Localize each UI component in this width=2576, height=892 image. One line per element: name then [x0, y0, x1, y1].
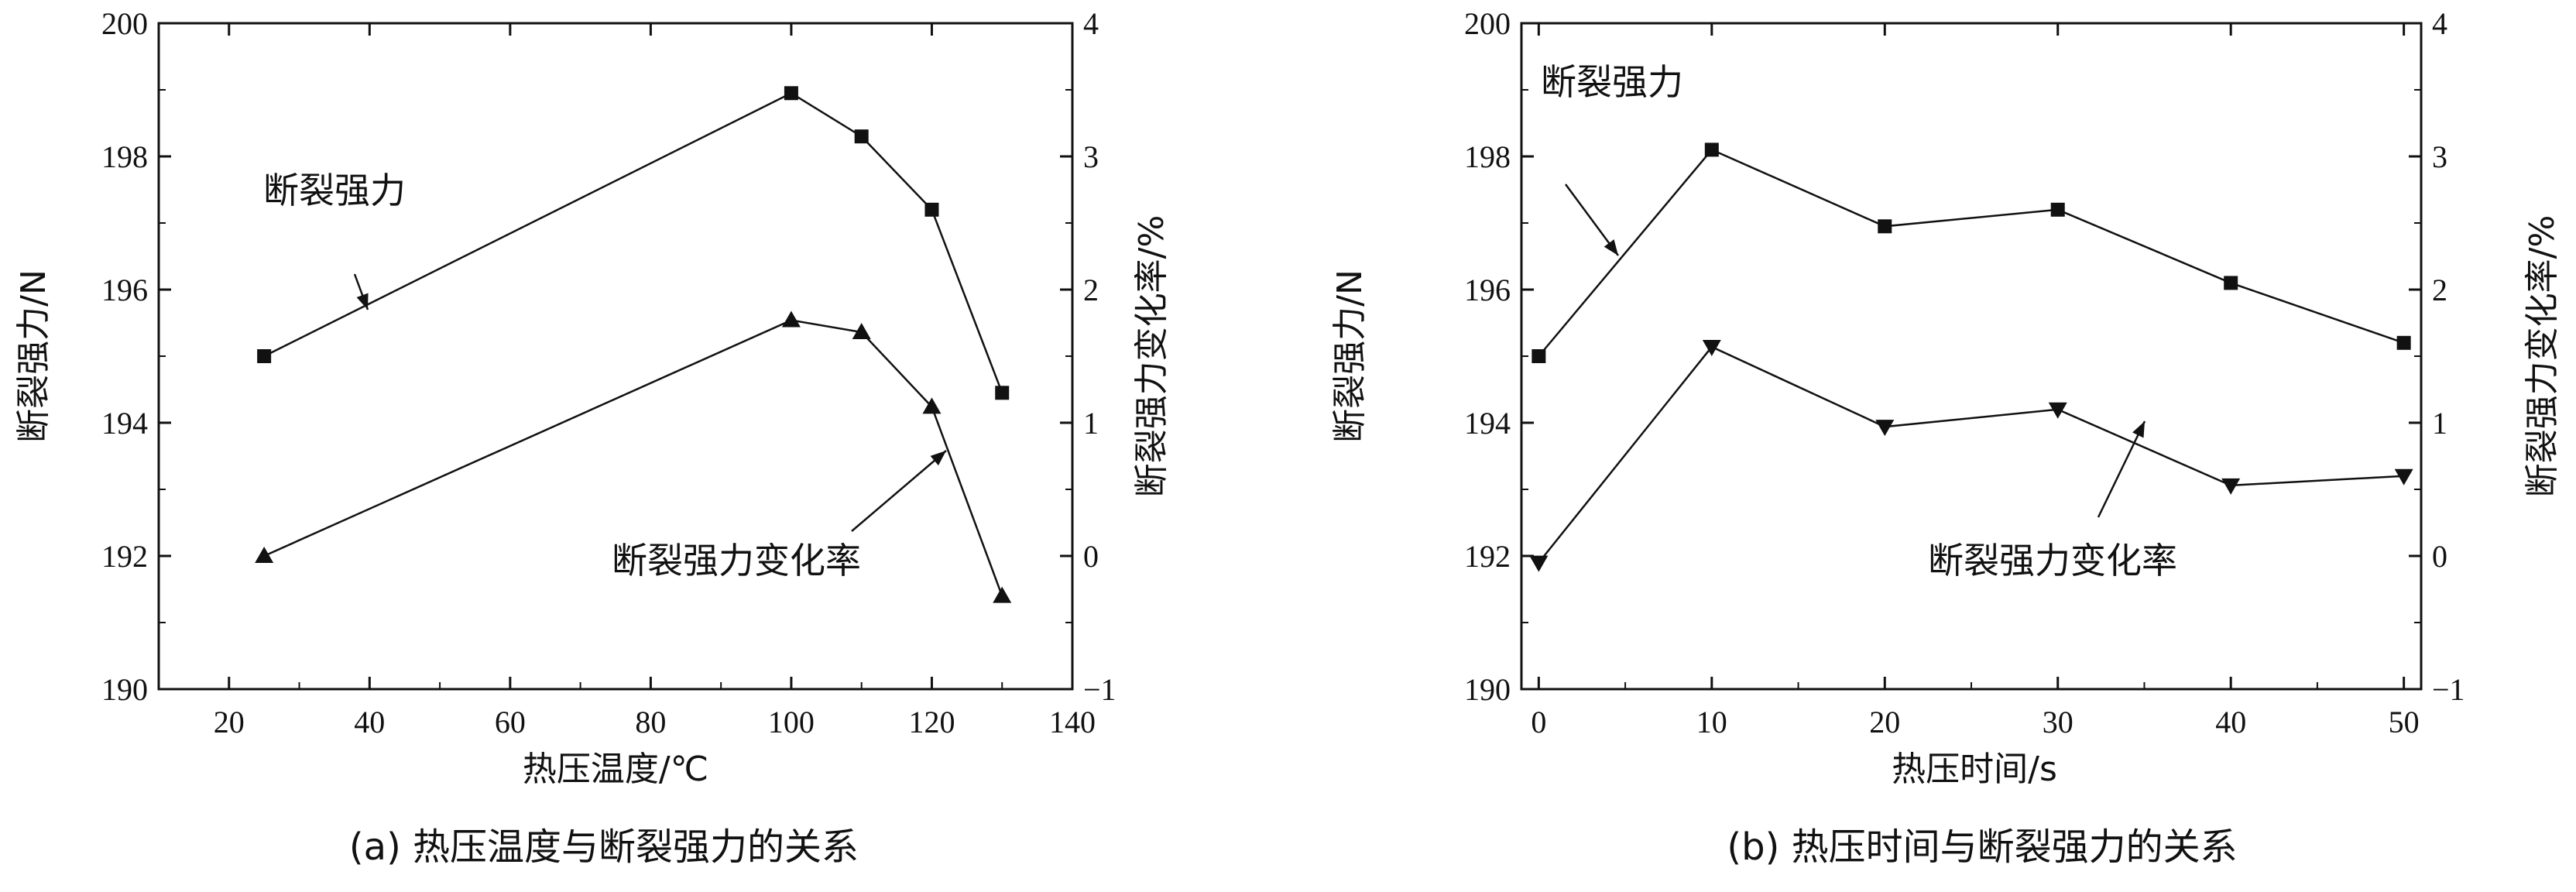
- y2-tick-label: 2: [1083, 273, 1099, 307]
- data-point-square: [2396, 335, 2411, 350]
- y-axis-left: 190 192 194 196 198 200: [101, 6, 171, 707]
- x-tick-label: 20: [1869, 705, 1900, 739]
- data-point-square: [257, 349, 272, 363]
- y-tick-label: 190: [101, 672, 148, 707]
- data-point-triangle-down: [2394, 468, 2413, 485]
- y2-tick-label: −1: [2432, 672, 2465, 707]
- data-point-square: [995, 386, 1010, 400]
- data-point-square: [924, 202, 939, 217]
- x-axis: 0 10 20 30 40 50: [1531, 23, 2420, 739]
- annotation-arrow: [851, 450, 947, 532]
- data-point-triangle: [993, 586, 1012, 603]
- y2-axis-label: 断裂强力变化率/%: [1132, 215, 1171, 498]
- data-point-triangle-down: [1529, 555, 1549, 572]
- y-axis-right: −1 0 1 2 3 4: [1060, 6, 1116, 707]
- x-axis: 20 40 60 80 100 120 140: [158, 23, 1096, 739]
- x-tick-label: 40: [354, 705, 385, 739]
- y-axis-label: 断裂强力/N: [1330, 269, 1370, 443]
- x-tick-label: 60: [495, 705, 526, 739]
- y2-tick-label: 2: [2432, 273, 2447, 307]
- y2-tick-label: 3: [2432, 139, 2447, 174]
- series-strength-change-rate: [1529, 339, 2413, 572]
- y-tick-label: 198: [101, 139, 148, 174]
- data-point-triangle: [781, 310, 801, 328]
- x-tick-label: 80: [635, 705, 666, 739]
- y-tick-label: 196: [101, 273, 148, 307]
- x-axis-label: 热压时间/s: [1892, 750, 2057, 789]
- annotation-arrowhead: [1604, 239, 1618, 256]
- y-axis-left: 190 192 194 196 198 200: [1464, 6, 1534, 707]
- data-point-square: [1878, 219, 1892, 234]
- y-tick-label: 200: [101, 6, 148, 41]
- y-tick-label: 200: [1464, 6, 1511, 41]
- data-point-triangle: [255, 547, 274, 563]
- x-tick-label: 0: [1531, 705, 1546, 739]
- y-tick-label: 196: [1464, 273, 1511, 307]
- y2-tick-label: 0: [1083, 539, 1099, 574]
- x-tick-label: 10: [1696, 705, 1727, 739]
- series-line: [1538, 345, 2404, 564]
- annotation-arrowhead: [930, 451, 946, 466]
- y2-tick-label: 0: [2432, 539, 2447, 574]
- figure-caption: (b) 热压时间与断裂强力的关系: [1727, 825, 2237, 869]
- series-strength-change-rate: [255, 310, 1012, 603]
- chart-panel-a: 20 40 60 80 100 120 140 190 192 194 196 198 200 −1 0 1 2…: [14, 6, 1171, 869]
- data-point-triangle: [852, 323, 871, 340]
- y2-tick-label: −1: [1083, 672, 1116, 707]
- data-point-triangle-down: [1702, 339, 1721, 356]
- series-breaking-strength: [1532, 142, 2411, 363]
- series-annotation: 断裂强力: [263, 170, 406, 211]
- x-axis-label: 热压温度/℃: [523, 750, 708, 789]
- x-tick-label: 50: [2389, 705, 2420, 739]
- y2-tick-label: 3: [1083, 139, 1099, 174]
- data-point-triangle-down: [2048, 402, 2067, 419]
- y-tick-label: 194: [101, 406, 148, 441]
- x-tick-label: 100: [768, 705, 815, 739]
- series-breaking-strength: [257, 86, 1010, 400]
- x-tick-label: 40: [2215, 705, 2246, 739]
- y-tick-label: 198: [1464, 139, 1511, 174]
- series-annotation: 断裂强力: [1541, 61, 1683, 103]
- data-point-triangle: [922, 397, 942, 414]
- y-tick-label: 192: [101, 539, 148, 574]
- y2-tick-label: 4: [2432, 6, 2447, 41]
- y-tick-label: 192: [1464, 539, 1511, 574]
- y-axis-right: −1 0 1 2 3 4: [2409, 6, 2465, 707]
- data-point-square: [784, 86, 798, 101]
- y-axis-label: 断裂强力/N: [14, 269, 53, 443]
- y-tick-label: 194: [1464, 406, 1511, 441]
- series-line: [263, 91, 1003, 393]
- figure-caption: (a) 热压温度与断裂强力的关系: [349, 825, 859, 869]
- annotation-arrowhead: [356, 293, 369, 310]
- x-tick-label: 20: [214, 705, 245, 739]
- data-point-square: [2224, 276, 2238, 290]
- plot-frame: [1520, 22, 2423, 691]
- x-tick-label: 30: [2043, 705, 2073, 739]
- plot-frame: [157, 22, 1074, 691]
- chart-panel-b: 0 10 20 30 40 50 190 192 194 196 198 200 −1 0 1 2 3 4 热压时间…: [1330, 6, 2562, 869]
- series-annotation: 断裂强力变化率: [612, 540, 861, 582]
- data-point-square: [2050, 202, 2065, 217]
- y-tick-label: 190: [1464, 672, 1511, 707]
- y2-axis-label: 断裂强力变化率/%: [2523, 215, 2562, 498]
- series-line: [1538, 148, 2405, 357]
- y2-tick-label: 1: [1083, 406, 1099, 441]
- annotation-arrowhead: [2132, 421, 2145, 438]
- x-tick-label: 120: [908, 705, 955, 739]
- annotation-arrow: [2097, 420, 2146, 518]
- data-point-square: [1532, 349, 1546, 363]
- y2-tick-label: 1: [2432, 406, 2447, 441]
- data-point-square: [1704, 142, 1719, 157]
- x-tick-label: 140: [1049, 705, 1096, 739]
- data-point-triangle-down: [2221, 478, 2241, 495]
- series-annotation: 断裂强力变化率: [1928, 540, 2177, 582]
- data-point-square: [854, 129, 869, 144]
- y2-tick-label: 4: [1083, 6, 1099, 41]
- data-point-triangle-down: [1875, 420, 1895, 437]
